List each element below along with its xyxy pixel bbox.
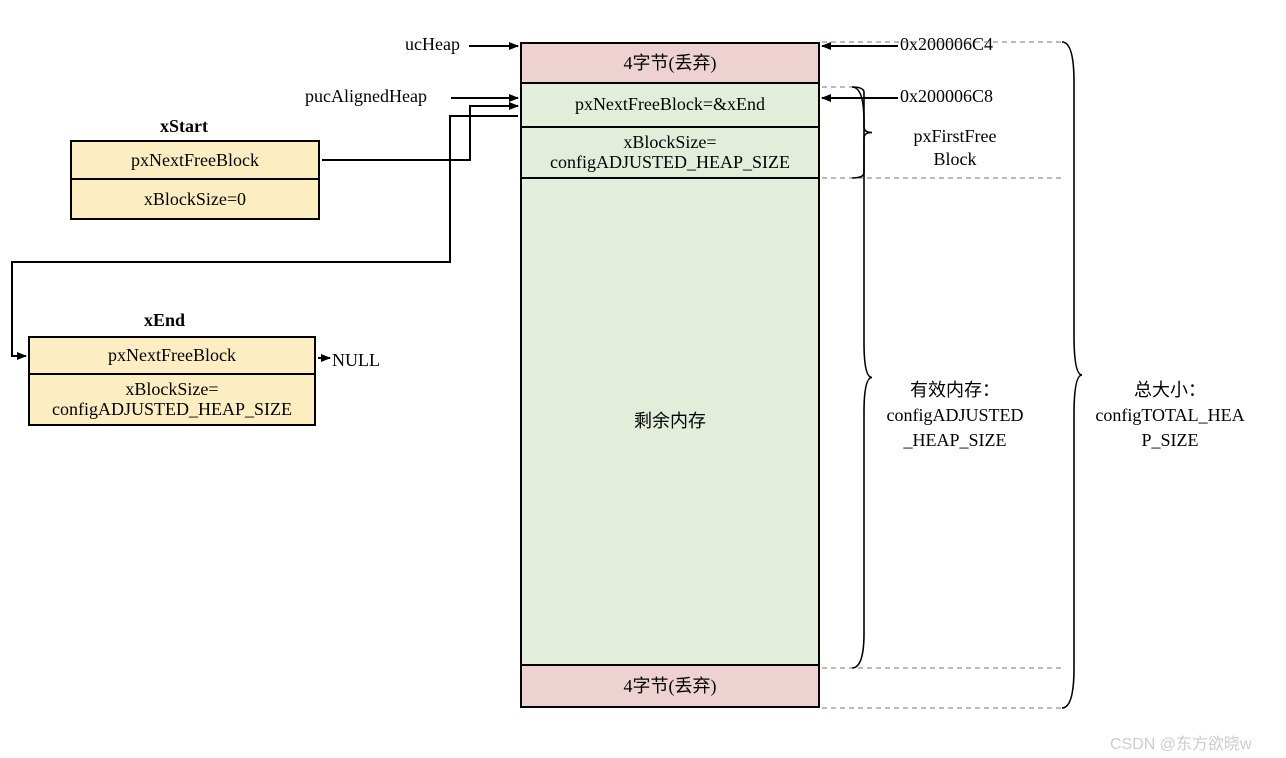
xstart-row-pxnext: pxNextFreeBlock <box>72 142 318 180</box>
addr2-label: 0x200006C8 <box>900 86 993 107</box>
xstart-box: pxNextFreeBlock xBlockSize=0 <box>70 140 320 220</box>
xend-row-pxnext: pxNextFreeBlock <box>30 338 314 375</box>
xstart-row-size: xBlockSize=0 <box>72 180 318 218</box>
heap-row-discard_bot: 4字节(丢弃) <box>522 666 818 706</box>
heap-row-pxnext: pxNextFreeBlock=&xEnd <box>522 84 818 128</box>
null-label: NULL <box>332 350 380 371</box>
pxfirstfree-label: pxFirstFree Block <box>880 125 1030 172</box>
xstart-title: xStart <box>160 116 208 137</box>
addr1-label: 0x200006C4 <box>900 34 993 55</box>
xend-box: pxNextFreeBlock xBlockSize= configADJUST… <box>28 336 316 426</box>
total-label: 总大小： configTOTAL_HEA P_SIZE <box>1080 378 1260 454</box>
xend-row-size: xBlockSize= configADJUSTED_HEAP_SIZE <box>30 375 314 424</box>
heap-row-remaining: 剩余内存 <box>522 179 818 666</box>
heap-box: 4字节(丢弃)pxNextFreeBlock=&xEndxBlockSize= … <box>520 42 820 708</box>
heap-row-xblocksize: xBlockSize= configADJUSTED_HEAP_SIZE <box>522 128 818 180</box>
heap-row-discard_top: 4字节(丢弃) <box>522 44 818 84</box>
csdn-watermark: CSDN @东方欲晓w <box>1110 730 1252 754</box>
ucheap-label: ucHeap <box>405 34 460 55</box>
xend-title: xEnd <box>144 310 185 331</box>
pucaligned-label: pucAlignedHeap <box>305 86 427 107</box>
effective-label: 有效内存： configADJUSTED _HEAP_SIZE <box>870 378 1040 454</box>
